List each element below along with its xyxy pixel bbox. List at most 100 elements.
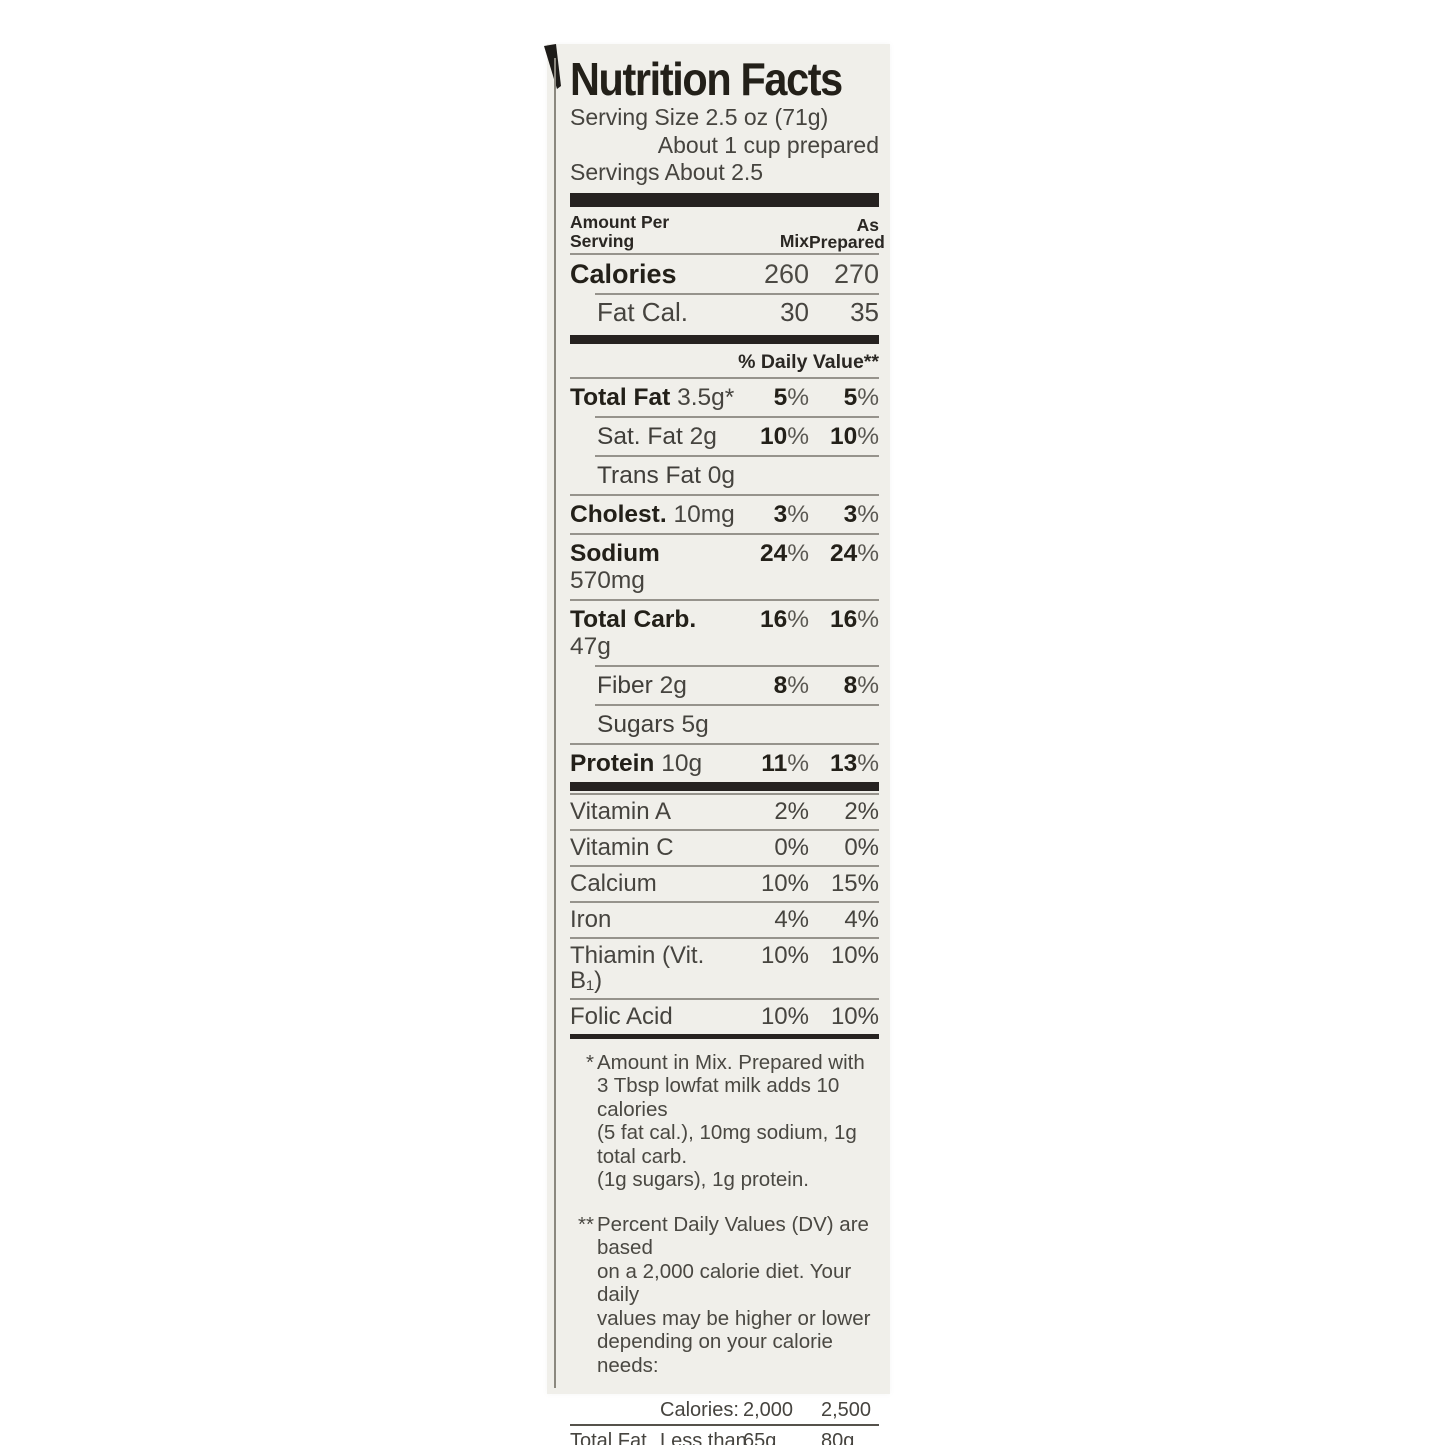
nutrient-row: Sat. Fat 2g 10% 10%: [570, 420, 879, 453]
fat-calories-label: Fat Cal.: [597, 296, 689, 327]
nutrient-name-cell: Total Carb. 47g: [570, 606, 737, 660]
nutrient-name-cell: Cholest. 10mg: [570, 501, 737, 528]
nutrient-name-cell: Protein 10g: [570, 750, 737, 777]
nutrient-name-cell: Sodium 570mg: [570, 540, 737, 594]
nutrient-row: Fiber 2g 8% 8%: [570, 669, 879, 702]
nutrient-mix-percent: 10%: [759, 422, 809, 450]
row-divider: [570, 493, 879, 496]
column-header-row: Amount Per Serving Mix As Prepared: [570, 211, 885, 251]
nutrient-name: Sugars: [597, 710, 675, 738]
footnote-mix-marker: *: [586, 1050, 594, 1074]
footnote-daily-values-marker: **: [578, 1212, 594, 1236]
daily-value-header: % Daily Value**: [738, 350, 879, 373]
nutrient-name: Sat. Fat: [597, 422, 683, 450]
daily-values-table-rule: [570, 1424, 879, 1426]
calories-label: Calories: [570, 258, 677, 289]
dv-header-spacer: [570, 1398, 660, 1423]
row-divider: [595, 292, 879, 295]
nutrient-item: Fiber 2g 8% 8%: [570, 664, 879, 702]
nutrient-mix-percent: 16%: [759, 605, 809, 633]
nutrient-mix-percent: 8%: [773, 671, 809, 699]
vitamin-prepared-percent: 15%: [830, 869, 879, 897]
serving-prepared-line: About 1 cup prepared: [657, 131, 879, 158]
corner-print-mark: [544, 44, 561, 89]
vitamin-name: Folic Acid: [570, 1002, 673, 1030]
footnote-mix: * Amount in Mix. Prepared with 3 Tbsp lo…: [570, 1051, 879, 1192]
vitamin-name: Calcium: [570, 869, 657, 897]
vitamin-item: Thiamin (Vit. B₁) 10% 10%: [570, 936, 879, 996]
nutrient-mix-percent: 24%: [759, 539, 809, 567]
vitamin-mix-percent: 4%: [774, 905, 809, 933]
vitamin-prepared-percent: 4%: [844, 905, 879, 933]
footnote-daily-values: ** Percent Daily Values (DV) are based o…: [570, 1213, 879, 1378]
vitamin-mix-percent: 10%: [760, 941, 809, 969]
vitamin-row: Folic Acid 10% 10%: [570, 1002, 879, 1032]
vitamin-name: Iron: [570, 905, 612, 933]
nutrient-row: Sugars 5g: [570, 708, 879, 741]
nutrient-name-cell: Sugars 5g: [570, 711, 737, 738]
nutrient-item: Protein 10g 11% 13%: [570, 742, 879, 780]
nutrient-item: Sodium 570mg 24% 24%: [570, 532, 879, 597]
dv-row-name: Total Fat: [570, 1430, 647, 1445]
vitamin-prepared-percent: 10%: [830, 1002, 879, 1030]
vitamin-item: Folic Acid 10% 10%: [570, 997, 879, 1032]
nutrient-item: Sugars 5g: [570, 703, 879, 741]
vitamin-mix-percent: 0%: [774, 833, 809, 861]
vitamin-row: Vitamin C 0% 0%: [570, 833, 879, 863]
nutrient-amount: 3.5g*: [677, 383, 735, 411]
nutrient-item: Cholest. 10mg 3% 3%: [570, 493, 879, 531]
calories-prepared-value: 270: [833, 258, 879, 289]
divider-bar-mid: [570, 334, 879, 344]
nutrient-prepared-percent: 13%: [829, 749, 879, 777]
amount-per-serving-label: Amount Per Serving: [570, 211, 670, 251]
nutrient-name: Total Carb.: [570, 605, 697, 633]
fat-calories-prepared-value: 35: [850, 296, 879, 327]
vitamin-item: Vitamin C 0% 0%: [570, 828, 879, 863]
nutrient-item: Total Carb. 47g 16% 16%: [570, 598, 879, 663]
fat-calories-row: Fat Cal. 30 35: [570, 297, 879, 329]
nutrient-amount: 5g: [681, 710, 709, 738]
nutrient-prepared-percent: 5%: [843, 383, 879, 411]
vitamin-mix-percent: 10%: [760, 869, 809, 897]
label-left-edge: [554, 58, 556, 1388]
vitamin-prepared-percent: 2%: [844, 797, 879, 825]
vitamin-mix-percent: 10%: [760, 1002, 809, 1030]
vitamin-mix-percent: 2%: [774, 797, 809, 825]
nutrient-name: Fiber: [597, 671, 653, 699]
row-divider: [570, 936, 879, 939]
dv-row-value-2000: 65g: [743, 1430, 777, 1445]
footnote-mix-text: Amount in Mix. Prepared with 3 Tbsp lowf…: [597, 1050, 865, 1192]
nutrient-mix-percent: 5%: [773, 383, 809, 411]
calories-mix-value: 260: [763, 258, 809, 289]
dv-header-2000: 2,000: [743, 1399, 794, 1421]
vitamin-name: Vitamin C: [570, 833, 674, 861]
nutrient-mix-percent: 11%: [761, 749, 809, 777]
label-content: Nutrition Facts Serving Size 2.5 oz (71g…: [547, 44, 890, 1445]
nutrient-name: Total Fat: [570, 383, 671, 411]
nutrient-prepared-percent: 10%: [829, 422, 879, 450]
nutrient-item: Trans Fat 0g: [570, 454, 879, 492]
row-divider: [570, 900, 879, 903]
vitamin-row: Thiamin (Vit. B₁) 10% 10%: [570, 941, 879, 996]
as-prepared-line1: As: [856, 214, 879, 235]
divider-bar-vitamins: [570, 781, 879, 791]
nutrient-name: Protein: [570, 749, 655, 777]
fat-calories-mix-value: 30: [780, 296, 809, 327]
daily-values-table: Calories: 2,000 2,500 Total Fat Less tha…: [570, 1398, 879, 1445]
dv-row-value-2500: 80g: [821, 1430, 855, 1445]
calories-row: Calories 260 270: [570, 257, 879, 291]
row-divider: [570, 252, 879, 255]
vitamins-section: Vitamin A 2% 2% Vitamin C 0% 0%: [570, 792, 879, 1032]
nutrient-item: Sat. Fat 2g 10% 10%: [570, 415, 879, 453]
nutrient-name-cell: Trans Fat 0g: [570, 462, 737, 489]
vitamin-item: Calcium 10% 15%: [570, 864, 879, 899]
daily-values-table-body: Total Fat Less than 65g 80g Sat. Fat Les…: [570, 1429, 879, 1445]
as-prepared-column-header: As Prepared: [809, 214, 885, 251]
nutrient-prepared-percent: 24%: [829, 539, 879, 567]
vitamin-item: Iron 4% 4%: [570, 900, 879, 935]
nutrient-amount: 2g: [689, 422, 717, 450]
nutrient-row: Sodium 570mg 24% 24%: [570, 537, 879, 597]
row-divider: [595, 703, 879, 706]
dv-header-calories-label: Calories:: [660, 1399, 739, 1421]
